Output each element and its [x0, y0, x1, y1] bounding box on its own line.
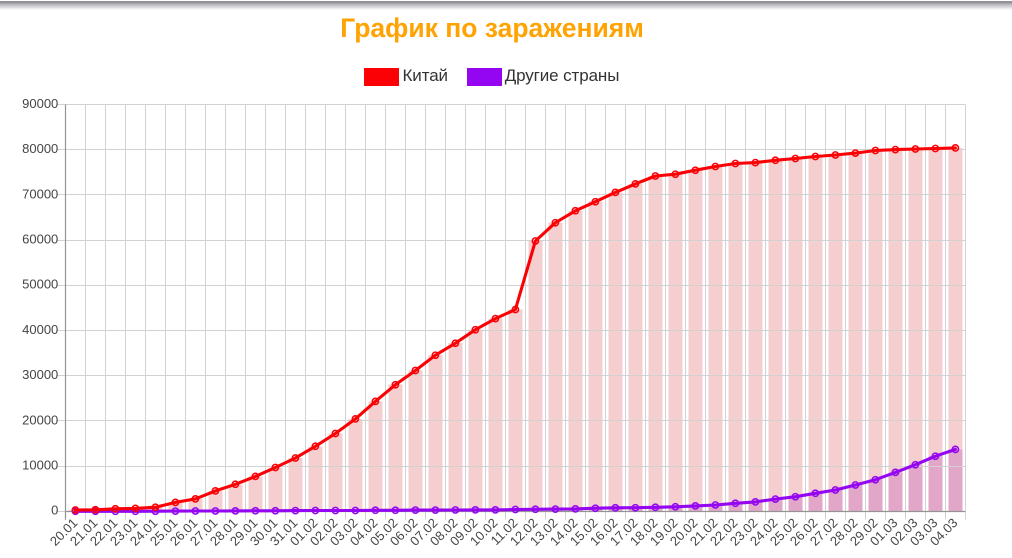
- svg-text:90000: 90000: [22, 96, 58, 111]
- svg-text:30000: 30000: [22, 367, 58, 382]
- svg-text:10000: 10000: [22, 458, 58, 473]
- svg-text:0: 0: [51, 503, 58, 518]
- svg-text:50000: 50000: [22, 277, 58, 292]
- svg-text:60000: 60000: [22, 232, 58, 247]
- svg-text:70000: 70000: [22, 186, 58, 201]
- svg-text:80000: 80000: [22, 141, 58, 156]
- svg-text:40000: 40000: [22, 322, 58, 337]
- svg-text:20000: 20000: [22, 412, 58, 427]
